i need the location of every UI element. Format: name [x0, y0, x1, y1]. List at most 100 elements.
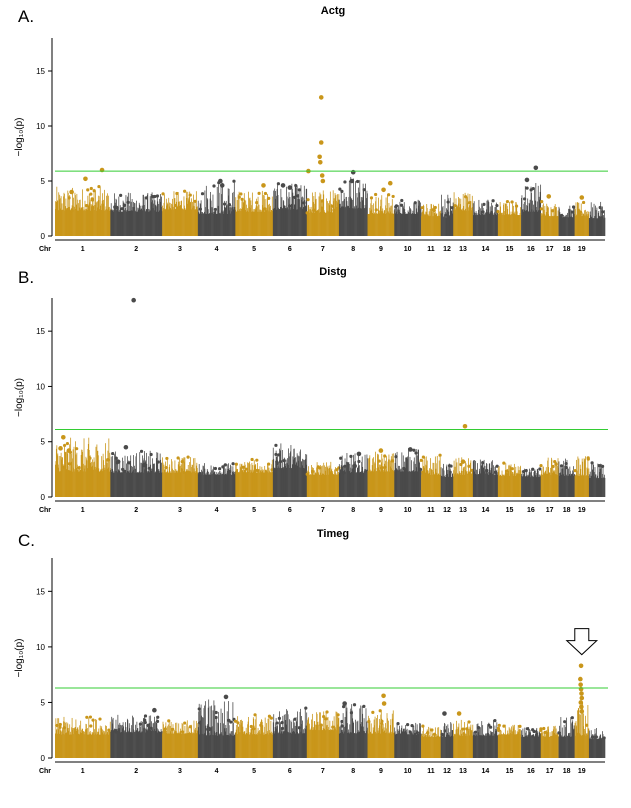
snp-column: [154, 463, 155, 497]
snp-column: [468, 458, 469, 497]
snp-point: [232, 179, 236, 183]
snp-column: [215, 213, 217, 236]
snp-column: [103, 460, 104, 497]
snp-column: [210, 734, 211, 758]
snp-column: [319, 474, 320, 497]
snp-column: [276, 189, 278, 236]
snp-column: [573, 474, 575, 497]
snp-column: [314, 191, 316, 236]
chromosome-9: [367, 180, 395, 236]
snp-column: [332, 212, 334, 236]
snp-column: [320, 211, 321, 236]
snp-column: [465, 208, 466, 236]
snp-column: [247, 211, 249, 236]
snp-column: [223, 467, 224, 497]
snp-point: [263, 207, 267, 211]
snp-column: [520, 734, 522, 758]
snp-point: [304, 706, 308, 710]
snp-column: [377, 730, 379, 758]
snp-column: [232, 207, 234, 236]
snp-column: [493, 735, 495, 758]
snp-column: [262, 469, 264, 497]
snp-column: [581, 735, 583, 758]
snp-point: [340, 206, 345, 210]
snp-column: [126, 463, 127, 497]
snp-point: [446, 200, 450, 204]
snp-point: [594, 735, 598, 739]
snp-column: [240, 724, 242, 758]
snp-column: [153, 196, 155, 236]
snp-column: [407, 456, 408, 497]
snp-column: [99, 734, 101, 758]
snp-column: [176, 733, 178, 758]
snp-column: [597, 739, 599, 758]
snp-column: [357, 720, 359, 758]
snp-column: [171, 204, 173, 236]
snp-column: [122, 460, 124, 497]
snp-column: [126, 456, 128, 497]
snp-column: [358, 192, 360, 236]
snp-column: [587, 214, 589, 236]
snp-column: [477, 735, 478, 758]
chromosome-label: 3: [178, 246, 182, 253]
snp-column: [596, 475, 598, 497]
snp-column: [203, 213, 205, 236]
snp-column: [169, 464, 171, 497]
snp-point: [421, 470, 425, 474]
snp-column: [337, 199, 339, 236]
snp-column: [498, 466, 500, 497]
snp-column: [365, 708, 367, 758]
snp-column: [232, 471, 234, 497]
snp-column: [335, 194, 337, 236]
snp-column: [473, 215, 475, 236]
snp-column: [232, 702, 234, 758]
snp-column: [586, 475, 587, 497]
snp-column: [405, 724, 407, 758]
snp-column: [446, 733, 448, 758]
snp-column: [195, 209, 196, 236]
chromosome-15: [496, 199, 522, 236]
snp-column: [422, 736, 423, 758]
snp-column: [595, 205, 596, 236]
snp-column: [209, 474, 211, 497]
snp-column: [95, 469, 96, 497]
snp-point: [227, 718, 231, 722]
snp-point: [342, 705, 346, 709]
snp-column: [318, 721, 320, 758]
snp-column: [362, 713, 364, 758]
snp-column: [254, 734, 256, 758]
snp-column: [359, 179, 361, 236]
snp-column: [393, 213, 395, 236]
snp-column: [575, 474, 577, 497]
snp-column: [480, 210, 482, 236]
snp-column: [516, 731, 518, 758]
snp-point: [554, 462, 558, 466]
snp-column: [155, 721, 156, 758]
snp-column: [487, 733, 489, 758]
snp-column: [503, 732, 504, 758]
snp-point: [336, 713, 340, 717]
snp-column: [541, 215, 542, 236]
snp-point: [564, 461, 568, 466]
snp-hit: [320, 178, 326, 184]
snp-column: [144, 716, 145, 758]
snp-column: [495, 466, 496, 497]
snp-column: [539, 477, 541, 497]
snp-column: [595, 737, 596, 758]
snp-column: [224, 206, 226, 236]
snp-column: [96, 201, 98, 236]
snp-point: [394, 455, 398, 459]
chromosome-label: 12: [443, 768, 451, 775]
snp-column: [539, 475, 541, 497]
snp-column: [56, 200, 58, 236]
snp-column: [265, 208, 267, 236]
snp-column: [97, 450, 99, 497]
snp-column: [396, 733, 397, 758]
snp-column: [137, 472, 139, 497]
snp-column: [57, 210, 59, 236]
snp-column: [279, 448, 280, 497]
snp-column: [56, 445, 58, 497]
snp-point: [305, 211, 309, 215]
snp-column: [119, 460, 121, 497]
